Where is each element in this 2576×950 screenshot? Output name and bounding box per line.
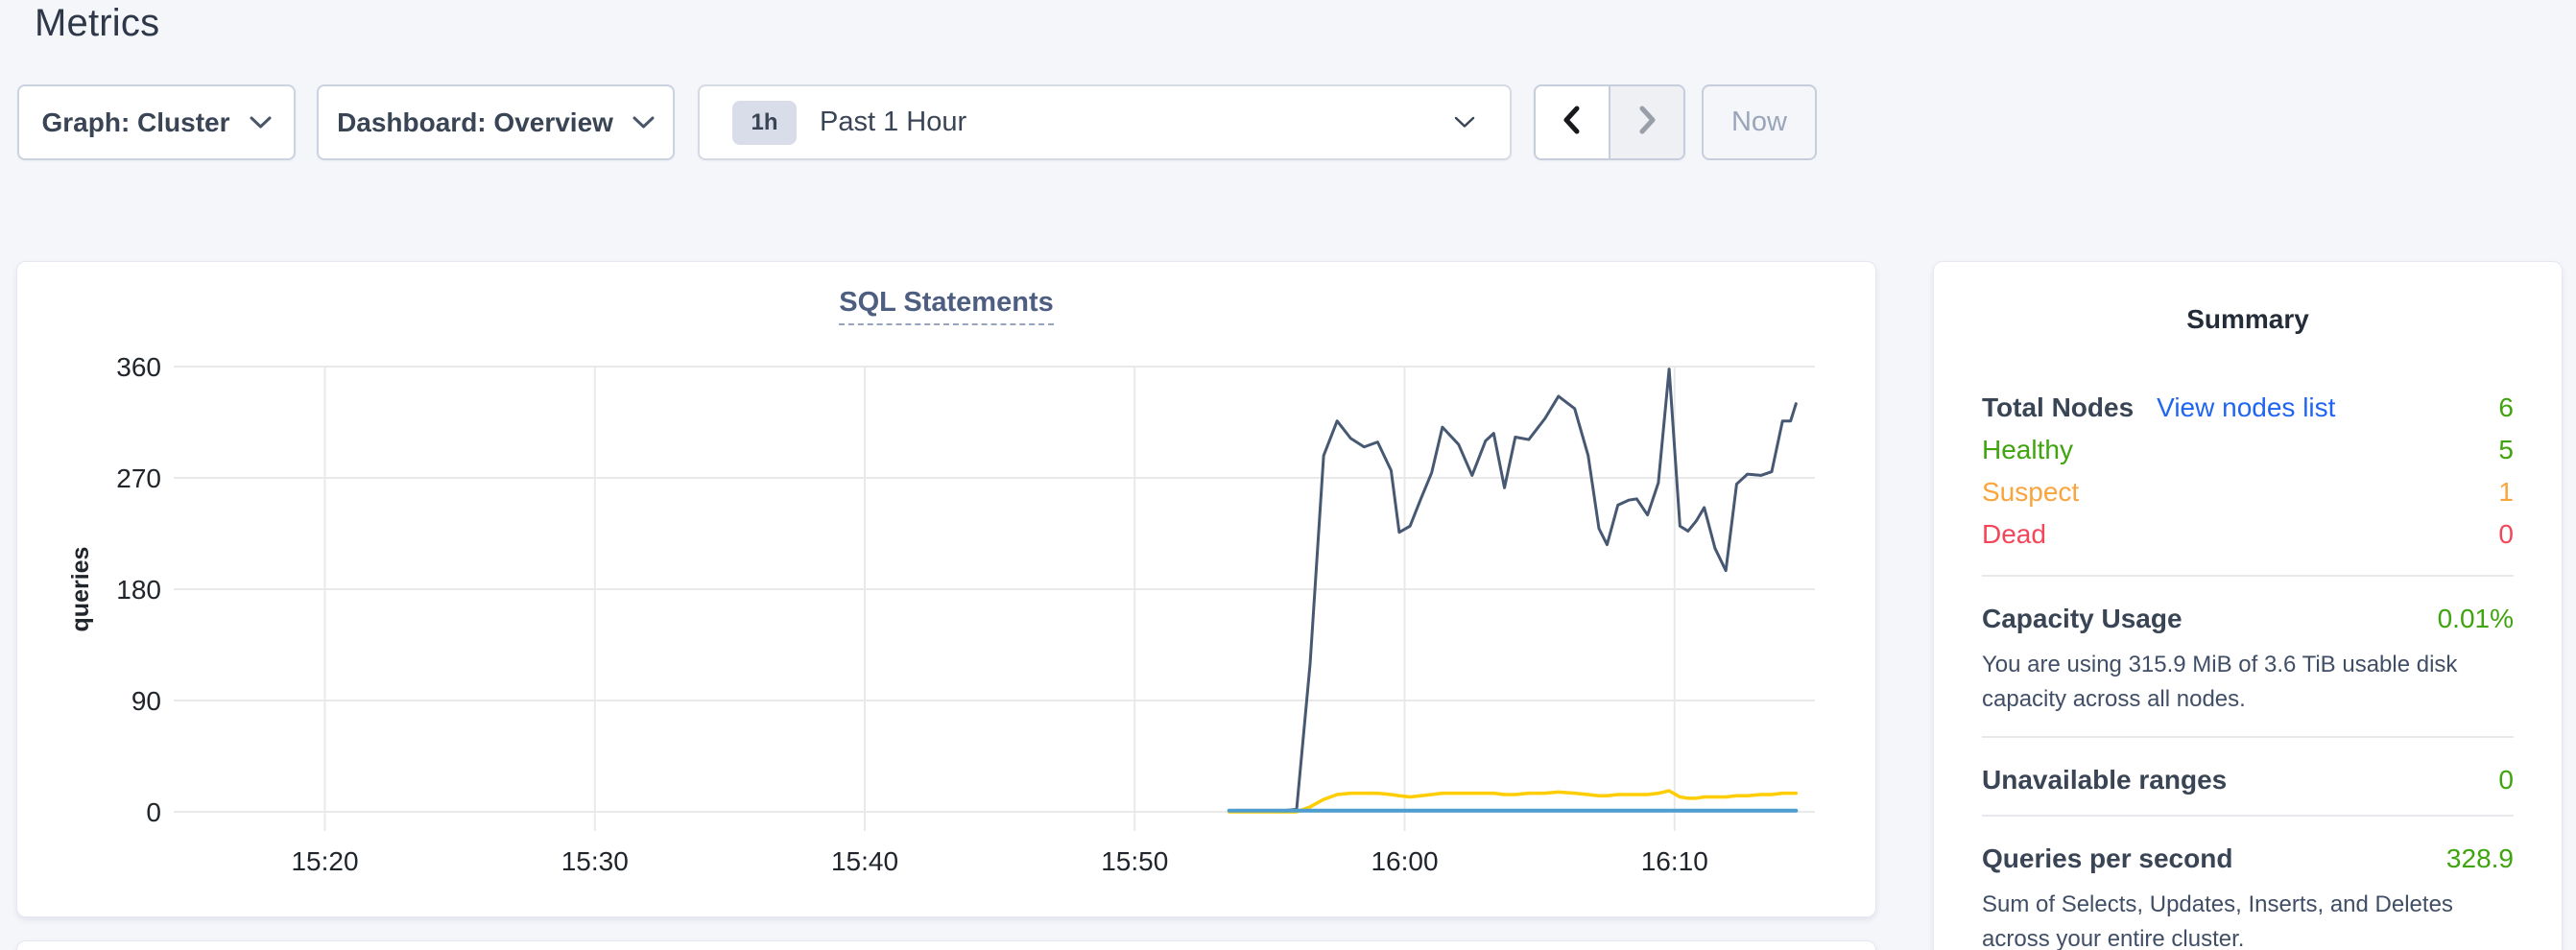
svg-text:15:20: 15:20 [291,846,358,876]
time-range-label: Past 1 Hour [820,107,967,137]
divider [1982,736,2514,738]
healthy-label: Healthy [1982,435,2073,464]
capacity-usage-description: You are using 315.9 MiB of 3.6 TiB usabl… [1982,652,2458,712]
chevron-down-icon [250,116,272,130]
sql-statements-chart-card: SQL Statements 0 90 180 270 360 15:20 15:30 15:… [16,261,1876,917]
total-nodes-value: 6 [2498,392,2514,422]
dead-value: 0 [2498,519,2514,549]
chevron-down-icon [632,116,655,130]
unavailable-ranges-label: Unavailable ranges [1982,765,2228,795]
capacity-usage-label: Capacity Usage [1982,604,2182,633]
chevron-left-icon [1559,104,1586,141]
queries-per-second-label: Queries per second [1982,843,2233,873]
page-title: Metrics [35,2,160,44]
dashboard-dropdown[interactable]: Dashboard: Overview [317,84,675,160]
next-chart-card-partial [16,940,1876,950]
unavailable-ranges-block: Unavailable ranges 0 [1982,765,2514,796]
total-nodes-label: Total Nodes [1982,392,2135,422]
capacity-usage-block: Capacity Usage 0.01% You are using 315.9… [1982,604,2514,717]
svg-text:90: 90 [131,686,161,716]
svg-text:15:30: 15:30 [561,846,629,876]
dead-nodes-row: Dead 0 [1982,513,2514,556]
dead-label: Dead [1982,519,2046,549]
time-range-badge: 1h [732,100,797,145]
time-step-buttons [1534,84,1685,160]
chevron-right-icon [1634,104,1660,141]
svg-text:270: 270 [116,463,161,493]
suspect-label: Suspect [1982,477,2080,507]
svg-text:15:50: 15:50 [1101,846,1168,876]
divider [1982,815,2514,817]
svg-text:16:10: 16:10 [1641,846,1708,876]
sql-statements-chart[interactable]: 0 90 180 270 360 15:20 15:30 15:40 15:50 16:00 16:… [17,262,1877,918]
dashboard-dropdown-label: Dashboard: Overview [337,107,613,137]
queries-per-second-block: Queries per second 328.9 Sum of Selects,… [1982,843,2514,950]
summary-title: Summary [2186,304,2309,334]
total-nodes-row: Total Nodes View nodes list 6 [1982,387,2514,429]
svg-text:360: 360 [116,352,161,382]
graph-dropdown[interactable]: Graph: Cluster [17,84,296,160]
chevron-down-icon [1454,116,1475,129]
capacity-usage-value: 0.01% [2437,604,2514,633]
suspect-nodes-row: Suspect 1 [1982,471,2514,513]
now-button[interactable]: Now [1702,84,1817,160]
time-range-picker[interactable]: 1h Past 1 Hour [698,84,1512,160]
svg-text:15:40: 15:40 [831,846,898,876]
healthy-value: 5 [2498,435,2514,464]
view-nodes-list-link[interactable]: View nodes list [2157,392,2336,422]
previous-time-button[interactable] [1536,86,1610,158]
chart-title[interactable]: SQL Statements [839,287,1054,325]
svg-text:queries: queries [67,547,94,632]
unavailable-ranges-value: 0 [2498,765,2514,795]
svg-text:180: 180 [116,575,161,605]
svg-text:0: 0 [146,797,161,827]
healthy-nodes-row: Healthy 5 [1982,429,2514,471]
next-time-button[interactable] [1610,86,1683,158]
svg-text:16:00: 16:00 [1371,846,1438,876]
graph-dropdown-label: Graph: Cluster [41,107,230,137]
divider [1982,575,2514,577]
summary-panel: Summary Total Nodes View nodes list 6 Hea… [1933,261,2563,950]
queries-per-second-description: Sum of Selects, Updates, Inserts, and De… [1982,891,2453,950]
suspect-value: 1 [2498,477,2514,507]
queries-per-second-value: 328.9 [2445,843,2514,873]
